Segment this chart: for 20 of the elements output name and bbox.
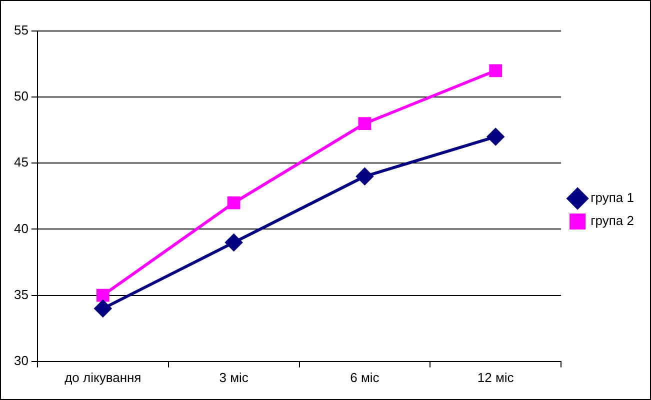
point bbox=[489, 64, 502, 78]
point bbox=[358, 117, 372, 130]
y-tick-label: 55 bbox=[14, 22, 28, 38]
x-tick-label: 3 міс bbox=[219, 370, 249, 385]
x-tick-label: 12 міс bbox=[477, 370, 514, 385]
point bbox=[227, 196, 240, 210]
point bbox=[487, 128, 504, 146]
legend-label: група 2 bbox=[590, 213, 634, 228]
x-tick-label: до лікування bbox=[64, 370, 142, 385]
legend-label: група 1 bbox=[590, 190, 634, 206]
point bbox=[356, 168, 374, 185]
x-tick-label: 6 міс bbox=[350, 370, 380, 385]
point bbox=[96, 288, 110, 302]
y-tick-label: 50 bbox=[14, 88, 28, 104]
y-tick-label: 40 bbox=[14, 220, 28, 236]
y-tick-label: 30 bbox=[14, 352, 28, 368]
y-tick-label: 45 bbox=[14, 154, 28, 170]
point bbox=[94, 300, 112, 318]
point bbox=[225, 234, 242, 251]
y-tick-label: 35 bbox=[14, 286, 28, 302]
